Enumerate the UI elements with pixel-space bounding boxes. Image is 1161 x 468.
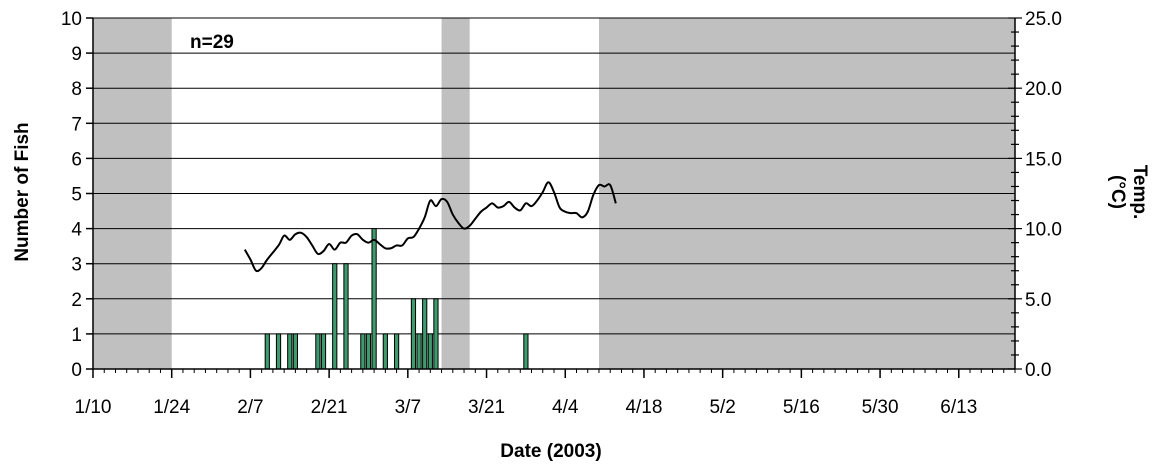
y-tick-label: 8 (71, 79, 82, 100)
bar (523, 333, 529, 370)
x-tick-label: 5/30 (862, 397, 899, 418)
x-axis-title: Date (2003) (500, 441, 601, 462)
y-tick-label: 1 (71, 325, 82, 346)
x-tick-label: 2/21 (311, 397, 348, 418)
y-tick-label: 0 (71, 360, 82, 381)
x-tick-label: 3/7 (395, 397, 421, 418)
bar (275, 333, 282, 370)
bar (422, 298, 428, 370)
y-tick-label: 4 (71, 220, 82, 241)
y-tick-label: 3 (71, 255, 82, 276)
y-tick-label: 5 (71, 185, 82, 206)
bar (365, 333, 372, 370)
bar (264, 333, 270, 370)
bar (315, 333, 321, 370)
y-tick-label: 7 (71, 114, 82, 135)
tick-marks-and-labels: 0 1 2 3 4 5 6 7 8 9 10 0.0 5.0 10.0 15.0 20.0 25.0 1/10 1/… (61, 9, 1062, 418)
y2-tick-label: 25.0 (1025, 9, 1062, 30)
y2-axis-title-line2: (°C) (1107, 175, 1128, 209)
temperature-line-group (243, 181, 617, 273)
x-tick-label: 1/24 (153, 397, 190, 418)
y2-axis-title: Temp. (°C) (1107, 165, 1150, 220)
y2-axis-title-line1: Temp. (1129, 165, 1150, 220)
y2-tick-label: 10.0 (1025, 220, 1062, 241)
temperature-line (243, 181, 617, 273)
x-tick-label: 1/10 (75, 397, 112, 418)
bar (393, 333, 400, 370)
bar (320, 333, 327, 370)
bar (292, 333, 298, 370)
bar (416, 333, 422, 370)
x-tick-label: 5/16 (783, 397, 820, 418)
bar (371, 228, 377, 370)
bar (360, 333, 366, 370)
bar (332, 263, 338, 370)
x-tick-label: 3/21 (468, 397, 505, 418)
y-tick-label: 2 (71, 290, 82, 311)
y2-tick-label: 15.0 (1025, 149, 1062, 170)
y2-tick-label: 20.0 (1025, 79, 1062, 100)
x-tick-label: 4/18 (625, 397, 662, 418)
bar (382, 333, 388, 370)
bar (427, 333, 433, 370)
bar (287, 333, 293, 370)
bar (410, 298, 417, 370)
bar (433, 298, 439, 370)
y-tick-label: 6 (71, 149, 82, 170)
y2-tick-label: 0.0 (1025, 360, 1051, 381)
x-tick-label: 2/7 (237, 397, 263, 418)
y2-tick-label: 5.0 (1025, 290, 1051, 311)
y-tick-label: 9 (71, 44, 82, 65)
x-tick-label: 4/4 (552, 397, 579, 418)
x-tick-label: 5/2 (709, 397, 735, 418)
sample-size-label: n=29 (190, 32, 234, 53)
y-axis-title: Number of Fish (12, 122, 33, 261)
bar (343, 263, 349, 370)
y-tick-label: 10 (61, 9, 82, 30)
x-tick-label: 6/13 (940, 397, 977, 418)
